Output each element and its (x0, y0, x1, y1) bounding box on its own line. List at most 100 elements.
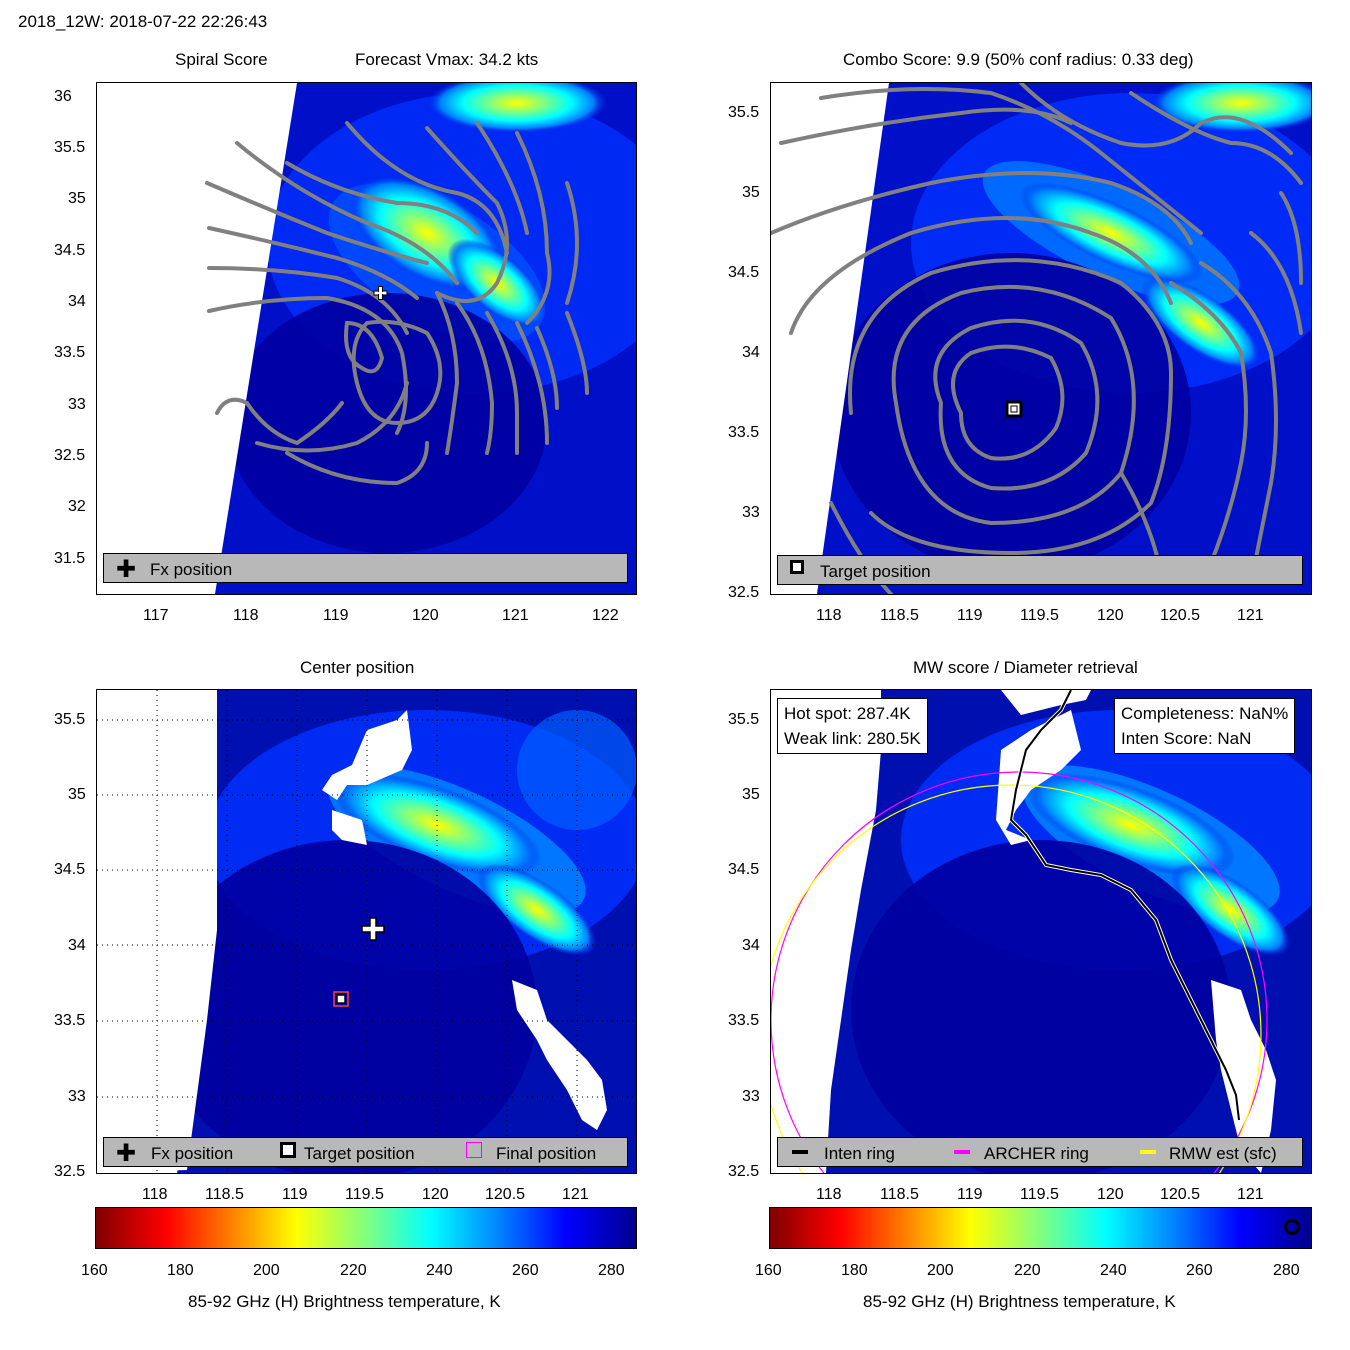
cbar-tick: 200 (927, 1262, 954, 1279)
x-tick: 118 (816, 1186, 842, 1203)
rmw-line-icon (1140, 1150, 1156, 1154)
cbar-tick: 180 (841, 1262, 868, 1279)
y-tick: 32.5 (54, 1163, 86, 1180)
cbar-tick: 240 (426, 1262, 453, 1279)
cbar-tick: 260 (512, 1262, 539, 1279)
x-tick: 120 (1097, 607, 1124, 624)
combo-title: Combo Score: 9.9 (50% conf radius: 0.33 … (843, 50, 1194, 69)
cbar-tick: 220 (1014, 1262, 1041, 1279)
y-tick: 35 (68, 190, 86, 207)
x-tick: 118.5 (880, 1186, 919, 1203)
x-tick: 119 (323, 607, 349, 624)
x-tick: 122 (592, 607, 619, 624)
combo-legend-target: Target position (820, 562, 931, 581)
cbar-tick: 260 (1186, 1262, 1213, 1279)
fx-position-marker (361, 917, 385, 941)
y-tick: 36 (54, 88, 72, 105)
mw-score-plot: Hot spot: 287.4K Weak link: 280.5K Compl… (770, 689, 1312, 1174)
target-square-icon (280, 1142, 296, 1158)
y-tick: 34 (742, 344, 760, 361)
y-tick: 34 (68, 293, 86, 310)
x-tick: 119.5 (1020, 1186, 1059, 1203)
combo-legend: Target position (777, 555, 1303, 585)
center-legend-fx: Fx position (151, 1144, 234, 1163)
mw-legend: Inten ring ARCHER ring RMW est (sfc) (777, 1137, 1303, 1167)
cbar-tick: 180 (167, 1262, 194, 1279)
x-tick: 120.5 (485, 1186, 526, 1203)
x-tick: 118 (233, 607, 259, 624)
x-tick: 119.5 (345, 1186, 384, 1203)
colorbar-left-label: 85-92 GHz (H) Brightness temperature, K (188, 1292, 501, 1311)
x-tick: 118 (816, 607, 842, 624)
y-tick: 34.5 (728, 861, 760, 878)
y-tick: 33 (68, 1088, 86, 1105)
plus-icon: ✚ (116, 556, 137, 583)
center-heatmap (97, 690, 636, 1173)
y-tick: 33.5 (728, 1012, 760, 1029)
y-tick: 33.5 (54, 344, 86, 361)
y-tick: 32.5 (54, 447, 86, 464)
y-tick: 35.5 (728, 104, 760, 121)
x-tick: 118.5 (880, 607, 919, 624)
colorbar-right (769, 1207, 1312, 1249)
x-tick: 118.5 (205, 1186, 244, 1203)
mw-legend-rmw: RMW est (sfc) (1169, 1144, 1277, 1163)
mw-heatmap (771, 690, 1311, 1173)
cbar-tick: 220 (340, 1262, 367, 1279)
y-tick: 33 (742, 504, 760, 521)
y-tick: 35.5 (54, 139, 86, 156)
x-tick: 121 (502, 607, 529, 624)
cbar-tick: 280 (1273, 1262, 1300, 1279)
spiral-heatmap (97, 83, 636, 594)
cbar-tick: 160 (755, 1262, 782, 1279)
inten-score-text: Inten Score: NaN (1121, 729, 1252, 748)
y-tick: 35 (68, 786, 86, 803)
cbar-tick: 240 (1100, 1262, 1127, 1279)
x-tick: 121 (1237, 1186, 1264, 1203)
combo-heatmap (771, 83, 1311, 594)
cbar-tick: 200 (253, 1262, 280, 1279)
mw-legend-inten: Inten ring (824, 1144, 895, 1163)
x-tick: 119 (282, 1186, 308, 1203)
x-tick: 121 (1237, 607, 1264, 624)
center-legend-target: Target position (304, 1144, 415, 1163)
plus-icon: ✚ (116, 1140, 137, 1167)
fx-position-marker (373, 286, 388, 300)
colorbar-right-label: 85-92 GHz (H) Brightness temperature, K (863, 1292, 1176, 1311)
y-tick: 31.5 (54, 550, 86, 567)
spiral-legend: ✚ Fx position (103, 553, 628, 583)
inten-line-icon (792, 1150, 808, 1154)
y-tick: 35.5 (728, 711, 760, 728)
vmax-title: Forecast Vmax: 34.2 kts (355, 50, 539, 69)
x-tick: 119 (957, 607, 983, 624)
mw-legend-archer: ARCHER ring (984, 1144, 1089, 1163)
figure-title: 2018_12W: 2018-07-22 22:26:43 (18, 12, 268, 31)
spiral-legend-fx: Fx position (150, 560, 233, 579)
x-tick: 118 (142, 1186, 168, 1203)
x-tick: 119 (957, 1186, 983, 1203)
final-square-icon (466, 1142, 482, 1158)
center-legend-final: Final position (496, 1144, 597, 1163)
x-tick: 117 (143, 607, 169, 624)
x-tick: 120.5 (1160, 607, 1201, 624)
weak-link-text: Weak link: 280.5K (784, 729, 921, 748)
y-tick: 32.5 (728, 584, 760, 601)
completeness-text: Completeness: NaN% (1121, 704, 1289, 723)
y-tick: 35 (742, 786, 760, 803)
combo-score-plot: Target position (770, 82, 1312, 595)
x-tick: 120 (422, 1186, 449, 1203)
circle-marker-icon (1284, 1219, 1300, 1235)
spiral-score-plot: ✚ Fx position (96, 82, 637, 595)
x-tick: 120 (412, 607, 439, 624)
y-tick: 34 (742, 937, 760, 954)
spiral-title: Spiral Score (175, 50, 268, 69)
y-tick: 33 (68, 396, 86, 413)
center-position-plot: ✚ Fx position Target position Final posi… (96, 689, 637, 1174)
center-title: Center position (300, 658, 415, 677)
x-tick: 119.5 (1020, 607, 1059, 624)
completeness-box: Completeness: NaN% Inten Score: NaN (1114, 698, 1296, 754)
y-tick: 34 (68, 937, 86, 954)
center-legend: ✚ Fx position Target position Final posi… (103, 1137, 628, 1167)
y-tick: 35 (742, 184, 760, 201)
y-tick: 35.5 (54, 711, 86, 728)
